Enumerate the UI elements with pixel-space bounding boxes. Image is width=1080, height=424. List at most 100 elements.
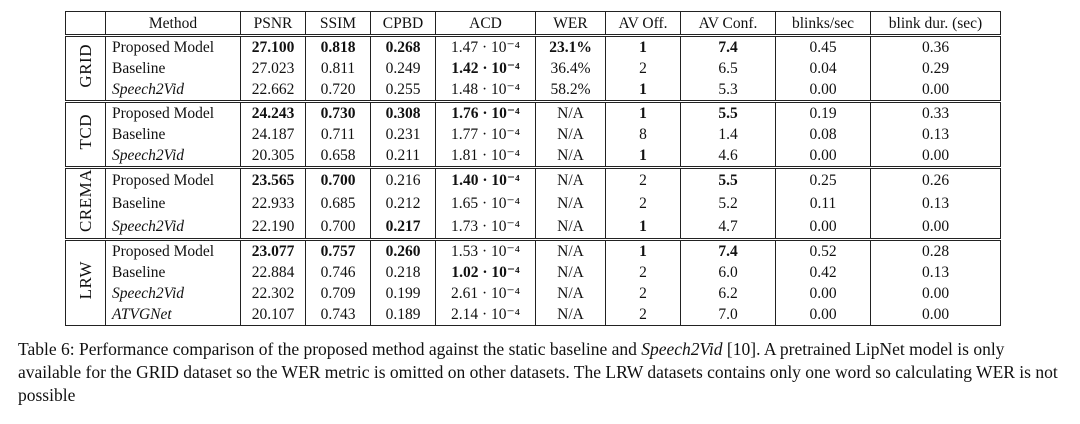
value-cell: 0.685 [305,192,371,215]
value-cell: N/A [535,282,606,304]
row-group: TCD Proposed Model 24.243 0.730 0.308 1.76 · … [65,101,1001,168]
caption-text: Speech2Vid [641,339,723,359]
table-row: ATVGNet 20.107 0.743 0.189 2.14 · 10⁻⁴ N/A 2 7.… [66,303,1001,326]
header-cell: Method [105,11,241,37]
value-cell: 1 [605,35,681,58]
value-cell: 27.100 [240,35,306,58]
value-cell: 0.29 [870,58,1001,79]
value-cell: 0.00 [775,303,871,326]
value-cell: 5.5 [680,167,776,193]
value-cell: 0.00 [870,145,1001,168]
value-cell: 6.0 [680,261,776,283]
value-cell: N/A [535,303,606,326]
value-cell: 1.81 · 10⁻⁴ [435,145,536,168]
value-cell: N/A [535,101,606,124]
value-cell: 0.743 [305,303,371,326]
caption-text: [10]. A pretrained LipNet model is only … [18,339,1058,405]
value-cell: 0.00 [775,214,871,240]
value-cell: 2.61 · 10⁻⁴ [435,282,536,304]
value-cell: 6.2 [680,282,776,304]
table-row: Baseline 22.933 0.685 0.212 1.65 · 10⁻⁴ N/A 2 5… [66,192,1001,215]
table-row: Speech2Vid 22.190 0.700 0.217 1.73 · 10⁻⁴ N/A… [66,214,1001,240]
value-cell: 7.4 [680,35,776,58]
header-cell: WER [535,11,606,37]
header-cell: CPBD [370,11,436,37]
corner-cell [65,11,106,37]
value-cell: 0.11 [775,192,871,215]
row-group: CREMA Proposed Model 23.565 0.700 0.216 1.40 … [65,167,1001,240]
value-cell: 0.711 [305,124,371,145]
value-cell: 1.77 · 10⁻⁴ [435,124,536,145]
method-cell: Baseline [105,261,241,283]
table-row: Baseline 24.187 0.711 0.231 1.77 · 10⁻⁴ N/A 8 1… [66,124,1001,145]
value-cell: 0.746 [305,261,371,283]
value-cell: 6.5 [680,58,776,79]
value-cell: 0.218 [370,261,436,283]
value-cell: 5.5 [680,101,776,124]
header-cell: AV Off. [605,11,681,37]
table-row: Speech2Vid 22.662 0.720 0.255 1.48 · 10⁻⁴ 58.… [66,79,1001,102]
method-cell: Speech2Vid [105,282,241,304]
method-cell: Proposed Model [105,101,241,124]
value-cell: 0.13 [870,124,1001,145]
results-table: Method PSNR SSIM CPBD ACD WER AV Off. AV Conf. b… [65,11,1001,326]
value-cell: 0.211 [370,145,436,168]
value-cell: 0.00 [775,145,871,168]
header-row: Method PSNR SSIM CPBD ACD WER AV Off. AV Conf. b… [65,11,1001,37]
value-cell: 0.216 [370,167,436,193]
group-label: GRID [76,43,95,88]
header-cell: AV Conf. [680,11,776,37]
value-cell: 1.76 · 10⁻⁴ [435,101,536,124]
header-cell: blinks/sec [775,11,871,37]
value-cell: 0.00 [775,282,871,304]
value-cell: 2 [605,282,681,304]
value-cell: 0.33 [870,101,1001,124]
value-cell: 1.48 · 10⁻⁴ [435,79,536,102]
method-cell: Proposed Model [105,35,241,58]
group-cell: TCD [65,101,106,168]
group-cell: CREMA [65,167,106,240]
value-cell: 23.1% [535,35,606,58]
value-cell: 2 [605,167,681,193]
value-cell: 5.3 [680,79,776,102]
value-cell: 23.565 [240,167,306,193]
value-cell: 1.65 · 10⁻⁴ [435,192,536,215]
table-row: Speech2Vid 20.305 0.658 0.211 1.81 · 10⁻⁴ N/A… [66,145,1001,168]
value-cell: 1.4 [680,124,776,145]
value-cell: N/A [535,214,606,240]
value-cell: 0.25 [775,167,871,193]
method-cell: Baseline [105,124,241,145]
table-row: CREMA Proposed Model 23.565 0.700 0.216 1.40 … [65,167,1001,240]
value-cell: 0.199 [370,282,436,304]
value-cell: 22.884 [240,261,306,283]
method-cell: Speech2Vid [105,145,241,168]
value-cell: 0.700 [305,214,371,240]
value-cell: 0.249 [370,58,436,79]
header-cell: PSNR [240,11,306,37]
value-cell: 22.662 [240,79,306,102]
value-cell: 36.4% [535,58,606,79]
value-cell: 1.42 · 10⁻⁴ [435,58,536,79]
value-cell: 2.14 · 10⁻⁴ [435,303,536,326]
method-cell: Speech2Vid [105,214,241,240]
row-group: LRW Proposed Model 23.077 0.757 0.260 1.53 · … [65,239,1001,326]
value-cell: 0.00 [870,303,1001,326]
table-row: TCD Proposed Model 24.243 0.730 0.308 1.76 · … [65,101,1001,168]
value-cell: 0.52 [775,239,871,262]
value-cell: 0.212 [370,192,436,215]
caption: Table 6: Performance comparison of the p… [18,338,1068,407]
header-cell: blink dur. (sec) [870,11,1001,37]
value-cell: 8 [605,124,681,145]
value-cell: 20.107 [240,303,306,326]
value-cell: 22.302 [240,282,306,304]
value-cell: 2 [605,303,681,326]
value-cell: 0.19 [775,101,871,124]
value-cell: N/A [535,124,606,145]
value-cell: 0.700 [305,167,371,193]
value-cell: 0.00 [870,282,1001,304]
value-cell: 0.811 [305,58,371,79]
value-cell: 0.00 [775,79,871,102]
value-cell: 1 [605,145,681,168]
group-label: CREMA [76,169,95,232]
value-cell: 7.4 [680,239,776,262]
